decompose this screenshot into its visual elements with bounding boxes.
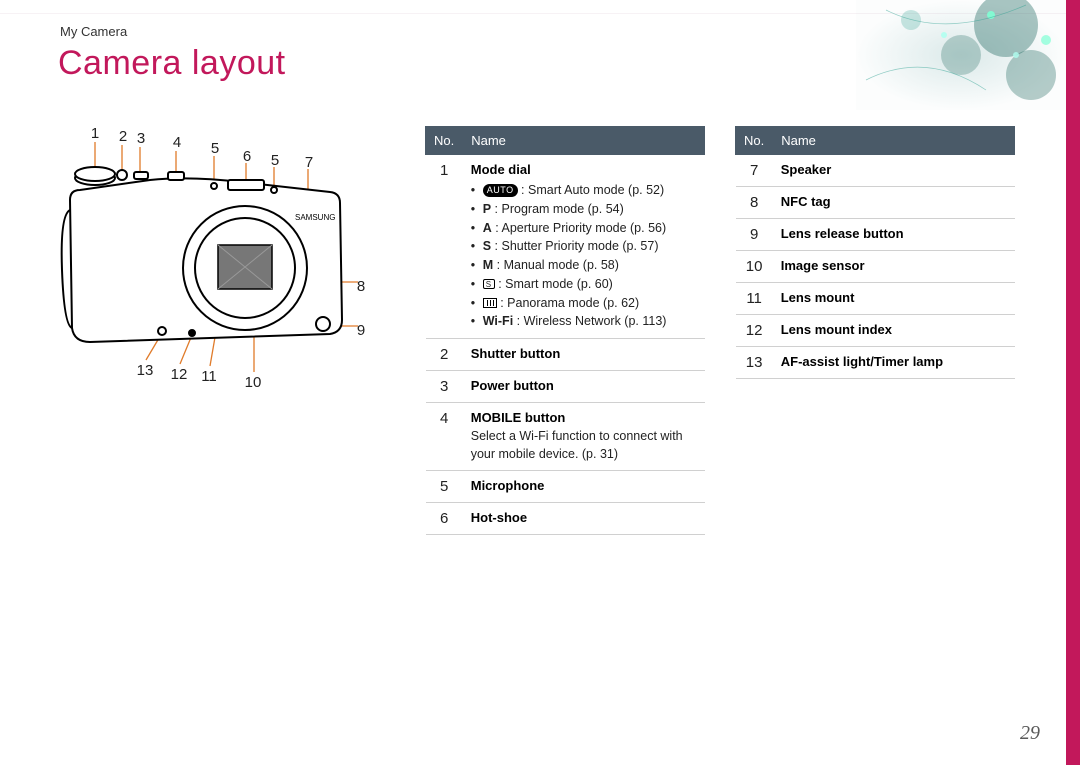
callout-9: 9: [352, 322, 370, 339]
row-number: 6: [426, 503, 463, 535]
table-row: 2Shutter button: [426, 339, 705, 371]
row-name: Lens mount index: [773, 315, 1015, 347]
callout-2: 2: [114, 128, 132, 145]
page-number: 29: [1020, 722, 1040, 745]
callout-6: 6: [238, 148, 256, 165]
row-name: Mode dialAUTO : Smart Auto mode (p. 52)P…: [463, 155, 705, 339]
col-name: Name: [463, 127, 705, 155]
table-row: 4MOBILE buttonSelect a Wi-Fi function to…: [426, 403, 705, 471]
row-number: 4: [426, 403, 463, 471]
callout-10: 10: [244, 374, 262, 391]
row-number: 10: [736, 251, 773, 283]
top-hairline: [0, 13, 1080, 14]
callout-5: 5: [266, 152, 284, 169]
table-row: 1Mode dialAUTO : Smart Auto mode (p. 52)…: [426, 155, 705, 339]
table-row: 7Speaker: [736, 155, 1015, 187]
table-row: 5Microphone: [426, 471, 705, 503]
page-title: Camera layout: [58, 44, 286, 83]
decorative-bokeh: [856, 0, 1066, 110]
row-number: 8: [736, 187, 773, 219]
row-number: 9: [736, 219, 773, 251]
row-number: 3: [426, 371, 463, 403]
parts-table-left: No. Name 1Mode dialAUTO : Smart Auto mod…: [425, 126, 705, 535]
callout-13: 13: [136, 362, 154, 379]
row-name: MOBILE buttonSelect a Wi-Fi function to …: [463, 403, 705, 471]
camera-diagram: SAMSUNG: [40, 120, 400, 420]
edge-accent-bar: [1066, 0, 1080, 765]
table-row: 11Lens mount: [736, 283, 1015, 315]
callout-11: 11: [200, 368, 218, 385]
parts-table-right: No. Name 7Speaker8NFC tag9Lens release b…: [735, 126, 1015, 379]
row-name: Lens release button: [773, 219, 1015, 251]
callout-4: 4: [168, 134, 186, 151]
callout-8: 8: [352, 278, 370, 295]
row-number: 5: [426, 471, 463, 503]
table-row: 13AF-assist light/Timer lamp: [736, 347, 1015, 379]
svg-text:SAMSUNG: SAMSUNG: [295, 213, 335, 222]
row-number: 13: [736, 347, 773, 379]
table-row: 10Image sensor: [736, 251, 1015, 283]
table-row: 8NFC tag: [736, 187, 1015, 219]
row-number: 1: [426, 155, 463, 339]
table-row: 9Lens release button: [736, 219, 1015, 251]
row-name: Shutter button: [463, 339, 705, 371]
row-number: 2: [426, 339, 463, 371]
row-name: Speaker: [773, 155, 1015, 187]
table-row: 12Lens mount index: [736, 315, 1015, 347]
table-row: 3Power button: [426, 371, 705, 403]
callout-3: 3: [132, 130, 150, 147]
row-number: 7: [736, 155, 773, 187]
row-name: Hot-shoe: [463, 503, 705, 535]
breadcrumb: My Camera: [60, 24, 127, 39]
row-name: Microphone: [463, 471, 705, 503]
callout-12: 12: [170, 366, 188, 383]
callout-7: 7: [300, 154, 318, 171]
row-name: Image sensor: [773, 251, 1015, 283]
callout-1: 1: [86, 125, 104, 142]
table-row: 6Hot-shoe: [426, 503, 705, 535]
manual-page: My Camera Camera layout: [0, 0, 1080, 765]
col-no: No.: [426, 127, 463, 155]
col-name: Name: [773, 127, 1015, 155]
row-number: 12: [736, 315, 773, 347]
row-name: NFC tag: [773, 187, 1015, 219]
col-no: No.: [736, 127, 773, 155]
row-number: 11: [736, 283, 773, 315]
callout-5: 5: [206, 140, 224, 157]
row-name: Power button: [463, 371, 705, 403]
row-name: AF-assist light/Timer lamp: [773, 347, 1015, 379]
row-name: Lens mount: [773, 283, 1015, 315]
